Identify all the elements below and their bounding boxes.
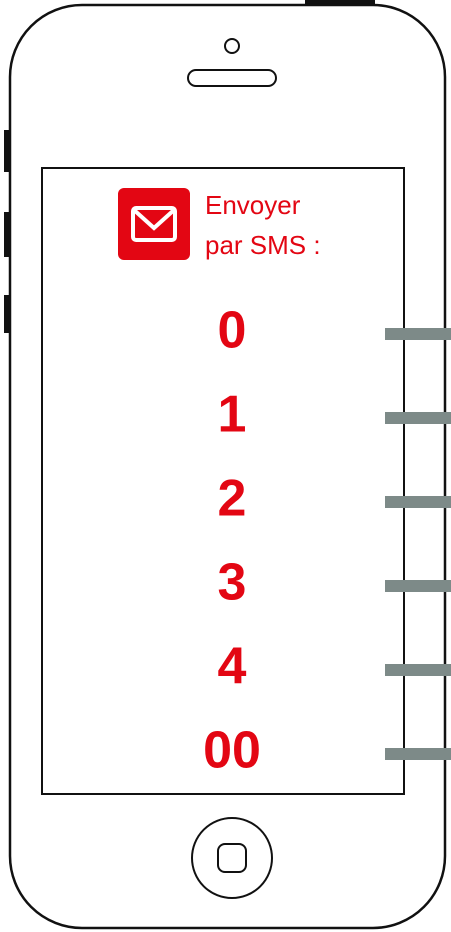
header-line: Envoyer: [205, 190, 301, 220]
sms-digit: 00: [203, 722, 261, 780]
header-line: par SMS :: [205, 230, 321, 260]
phone-body: [10, 5, 445, 928]
sms-digit: 3: [218, 554, 247, 612]
page: {"header": {"line1": "Envoyer", "line2":…: [0, 0, 451, 932]
pointer-bar: [385, 328, 451, 340]
sms-digit: 4: [218, 638, 247, 696]
pointer-bar: [385, 580, 451, 592]
phone-illustration: Envoyer par SMS : 0 1 2 3 4 00: [0, 0, 451, 932]
pointer-bar: [385, 748, 451, 760]
sms-digit: 1: [218, 386, 247, 444]
pointer-bar: [385, 412, 451, 424]
sms-digit: 0: [218, 302, 247, 360]
pointer-bar: [385, 496, 451, 508]
sms-digit: 2: [218, 470, 247, 528]
pointer-bar: [385, 664, 451, 676]
sms-icon: [118, 188, 190, 260]
